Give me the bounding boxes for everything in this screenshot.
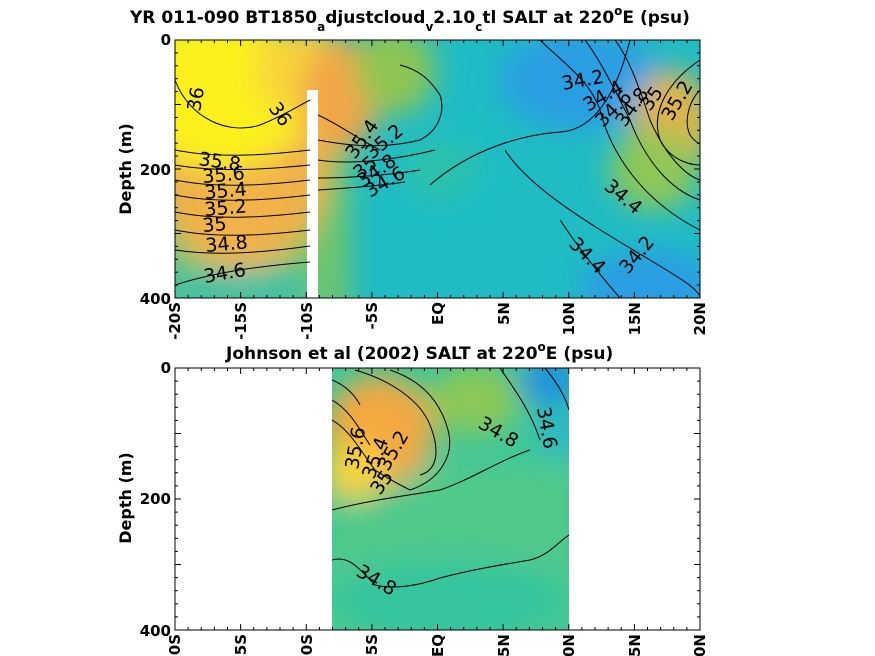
top-ylabel: Depth (m) bbox=[116, 123, 135, 215]
top-xtick: 20N bbox=[691, 302, 709, 335]
bottom-chart: Johnson et al (2002) SALT at 220oE (psu) bbox=[116, 340, 709, 656]
top-chart: YR 011-090 BT1850adjustcloudv2.10ctl SAL… bbox=[116, 4, 709, 340]
contour-label: 36 bbox=[183, 85, 209, 113]
top-xticks: -20S -15S -10S -5S EQ 5N 10N 15N 20N bbox=[166, 302, 709, 340]
top-xtick: -10S bbox=[298, 302, 316, 340]
top-tick-marks bbox=[174, 39, 701, 299]
top-xtick: EQ bbox=[429, 302, 447, 325]
bottom-xtick: 15N bbox=[626, 634, 644, 656]
bottom-xtick: -20S bbox=[166, 634, 184, 656]
top-xtick: 5N bbox=[495, 302, 513, 325]
bottom-xtick: 10N bbox=[560, 634, 578, 656]
bottom-ytick: 400 bbox=[140, 622, 171, 640]
contour-label: 34.8 bbox=[205, 231, 249, 257]
top-xtick: -15S bbox=[232, 302, 250, 340]
contour-label: 35.4 bbox=[204, 178, 248, 204]
top-xtick: 15N bbox=[626, 302, 644, 335]
top-ytick: 400 bbox=[140, 290, 171, 308]
bottom-ytick: 200 bbox=[140, 490, 171, 508]
top-xtick: -5S bbox=[363, 302, 381, 329]
top-ytick: 0 bbox=[161, 31, 171, 49]
bottom-xtick: EQ bbox=[429, 634, 447, 656]
bottom-ytick: 0 bbox=[161, 359, 171, 377]
bottom-xtick: -15S bbox=[232, 634, 250, 656]
bottom-xticks: -20S -15S -10S -5S EQ 5N 10N 15N 20N bbox=[166, 634, 709, 656]
bottom-xtick: 5N bbox=[495, 634, 513, 656]
top-title: YR 011-090 BT1850adjustcloudv2.10ctl SAL… bbox=[129, 4, 690, 34]
top-salinity-field bbox=[175, 40, 700, 298]
top-ytick: 200 bbox=[140, 161, 171, 179]
bottom-title: Johnson et al (2002) SALT at 220oE (psu) bbox=[225, 340, 613, 364]
bottom-ylabel: Depth (m) bbox=[116, 452, 135, 544]
bottom-salinity-field bbox=[332, 368, 569, 630]
top-xtick: 10N bbox=[560, 302, 578, 335]
contour-label: 35.6 bbox=[202, 162, 246, 188]
top-xtick: -20S bbox=[166, 302, 184, 340]
contour-label: 35 bbox=[202, 213, 228, 237]
contour-label: 35.2 bbox=[204, 195, 248, 221]
bottom-xtick: 20N bbox=[691, 634, 709, 656]
bottom-xtick: -10S bbox=[298, 634, 316, 656]
bottom-tick-marks bbox=[174, 367, 701, 631]
top-contour-labels: 36 36 35.8 35.6 35.4 35.2 35 34.8 34.6 3… bbox=[183, 66, 697, 288]
bottom-xtick: -5S bbox=[363, 634, 381, 656]
